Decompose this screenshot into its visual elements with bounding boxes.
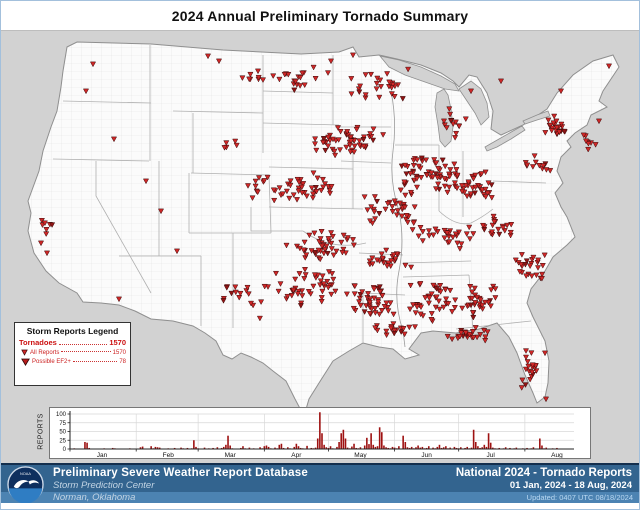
lake-huron [458, 80, 490, 126]
legend-item-value: 1570 [112, 349, 126, 356]
noaa-logo: NOAA [7, 466, 44, 503]
svg-text:25: 25 [59, 438, 66, 444]
footer-updated: Updated: 0407 UTC 08/18/2024 [526, 493, 633, 502]
svg-text:Feb: Feb [163, 452, 175, 458]
great-lakes [378, 55, 551, 152]
daily-reports-bar-chart: 0 25 50 75 100 Jan Feb Mar Apr May Jun Jul Aug [56, 411, 574, 459]
legend-group-row: Tornadoes 1570 [19, 338, 126, 347]
state-borders [52, 45, 547, 348]
svg-text:0: 0 [63, 447, 67, 453]
us-map-svg [27, 41, 620, 418]
legend-group-value: 1570 [109, 338, 126, 347]
lake-erie [484, 125, 526, 152]
dotted-leader [61, 351, 111, 352]
reports-chart: 0 25 50 75 100 Jan Feb Mar Apr May Jun Jul Aug [49, 407, 591, 459]
svg-text:Jul: Jul [487, 452, 496, 458]
svg-text:Mar: Mar [225, 452, 237, 458]
footer-date-range: 01 Jan, 2024 - 18 Aug, 2024 [509, 480, 632, 491]
map-area: Storm Reports Legend Tornadoes 1570 All … [1, 30, 639, 464]
svg-text:Apr: Apr [291, 452, 302, 458]
chart-ylabel: REPORTS [37, 413, 45, 450]
footer-right-block: National 2024 - Tornado Reports 01 Jan, … [456, 467, 632, 491]
footer-right-title: National 2024 - Tornado Reports [455, 467, 632, 479]
dotted-leader [72, 360, 118, 362]
legend-box: Storm Reports Legend Tornadoes 1570 All … [14, 322, 131, 386]
legend-item-all-reports: All Reports 1570 [19, 349, 126, 356]
footer-left-block: Preliminary Severe Weather Report Databa… [53, 467, 308, 503]
svg-text:100: 100 [56, 412, 67, 418]
legend-item-label: Possible EF2+ [32, 359, 71, 365]
triangle-small-icon [21, 349, 28, 356]
lake-michigan [434, 88, 454, 148]
footer: NOAA Preliminary Severe Weather Report D… [1, 463, 639, 503]
footer-location: Norman, Oklahoma [53, 492, 136, 503]
tornado-report-markers [37, 52, 613, 403]
legend-item-ef2: Possible EF2+ 78 [19, 358, 126, 366]
title-bar: 2024 Annual Preliminary Tornado Summary [1, 1, 639, 30]
legend-item-label: All Reports [30, 349, 60, 356]
svg-text:75: 75 [59, 421, 66, 427]
conus-landmass [27, 41, 620, 418]
dotted-leader [58, 344, 108, 345]
page-title: 2024 Annual Preliminary Tornado Summary [171, 7, 469, 24]
triangle-filled-icon [21, 358, 30, 366]
svg-text:NOAA: NOAA [20, 471, 31, 476]
svg-text:50: 50 [59, 430, 66, 436]
svg-text:Jan: Jan [97, 452, 108, 458]
lake-ontario [522, 110, 551, 125]
svg-text:Aug: Aug [551, 452, 563, 458]
lake-superior [378, 55, 460, 92]
svg-text:Jun: Jun [421, 452, 432, 458]
svg-text:May: May [354, 452, 367, 458]
legend-item-value: 78 [119, 359, 126, 365]
footer-title: Preliminary Severe Weather Report Databa… [53, 467, 308, 479]
legend-group-label: Tornadoes [19, 338, 57, 347]
footer-updated-strip: Updated: 0407 UTC 08/18/2024 [1, 492, 639, 503]
footer-org: Storm Prediction Center [53, 480, 155, 491]
legend-title: Storm Reports Legend [26, 326, 119, 336]
